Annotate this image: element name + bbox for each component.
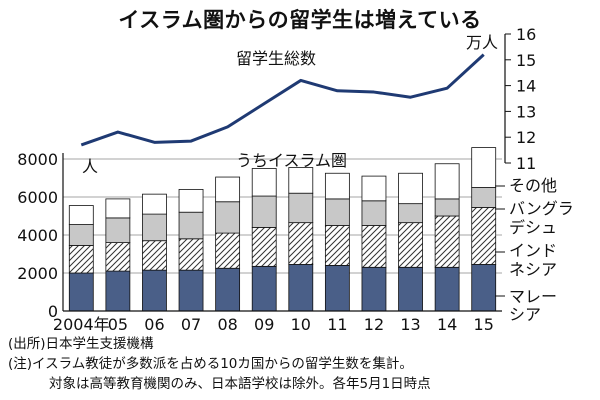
line-y-tick-label: 15: [516, 51, 536, 70]
legend-label-インドネシア: ネシア: [509, 260, 557, 279]
x-tick-label: 13: [400, 315, 420, 334]
legend-label-バングラデシュ: デシュ: [509, 218, 557, 237]
legend-label-マレーシア: シア: [509, 305, 541, 324]
note-scope: 対象は高等教育機関のみ、日本語学校は除外。各年5月1日時点: [49, 376, 431, 392]
bar-segment-その他: [142, 193, 167, 215]
bar-segment-その他: [215, 176, 241, 203]
bar-segment-その他: [361, 175, 387, 202]
bar-segment-その他: [324, 172, 350, 200]
bar-segment-インドネシア: [288, 222, 314, 265]
bar-y-tick-label: 6000: [17, 188, 58, 207]
legend-label-バングラデシュ: バングラ: [509, 199, 574, 218]
bar-segment-バングラデシュ: [324, 198, 350, 226]
line-unit-label: 万人: [466, 33, 498, 52]
bar-segment-インドネシア: [434, 215, 460, 268]
bar-segment-インドネシア: [142, 240, 167, 271]
bar-segment-バングラデシュ: [142, 213, 167, 242]
x-tick-label: 11: [327, 315, 347, 334]
line-y-tick-label: 11: [516, 154, 536, 173]
x-tick-label: 07: [181, 315, 201, 334]
bar-segment-マレーシア: [251, 265, 277, 312]
bar-segment-その他: [68, 205, 94, 225]
bar-segment-インドネシア: [68, 245, 94, 274]
bar-segment-その他: [471, 147, 497, 188]
line-y-tick-label: 12: [516, 128, 536, 147]
bar-y-tick-label: 8000: [17, 150, 58, 169]
bar-segment-その他: [398, 172, 423, 205]
bar-segment-マレーシア: [434, 266, 460, 312]
bar-segment-マレーシア: [471, 264, 497, 312]
bar-segment-その他: [251, 168, 277, 197]
bar-segment-バングラデシュ: [361, 200, 387, 226]
bar-segment-マレーシア: [324, 264, 350, 312]
x-tick-label: 09: [254, 315, 274, 334]
x-tick-label: 08: [217, 315, 237, 334]
bar-segment-バングラデシュ: [68, 224, 94, 246]
legend-label-インドネシア: インド: [509, 241, 557, 260]
bar-segment-インドネシア: [324, 225, 350, 266]
bar-segment-マレーシア: [142, 269, 167, 312]
line-series-total: [80, 53, 485, 147]
bar-series-title: うちイスラム圏: [236, 151, 347, 170]
bar-segment-バングラデシュ: [434, 198, 460, 217]
bar-segment-マレーシア: [178, 269, 204, 312]
bar-segment-インドネシア: [398, 222, 423, 268]
legend-label-その他: その他: [509, 176, 557, 195]
x-tick-label: 05: [108, 315, 128, 334]
bar-y-tick-label: 4000: [17, 226, 58, 245]
bar-segment-インドネシア: [361, 225, 387, 268]
bar-segment-マレーシア: [105, 270, 131, 312]
bar-segment-その他: [105, 198, 131, 219]
bar-segment-インドネシア: [178, 238, 204, 271]
x-tick-label: 15: [474, 315, 494, 334]
bar-segment-バングラデシュ: [105, 217, 131, 243]
bar-segment-その他: [288, 167, 314, 194]
bar-segment-その他: [178, 188, 204, 213]
legend-label-マレーシア: マレー: [509, 287, 557, 306]
bar-unit-label: 人: [82, 157, 98, 176]
bar-segment-マレーシア: [68, 272, 94, 312]
note-method: (注)イスラム教徒が多数派を占める10カ国からの留学生数を集計。: [8, 356, 413, 372]
bar-segment-マレーシア: [398, 266, 423, 312]
bar-segment-インドネシア: [251, 226, 277, 267]
bar-segment-バングラデシュ: [398, 203, 423, 224]
bar-segment-インドネシア: [215, 232, 241, 269]
x-tick-label: 10: [291, 315, 311, 334]
bar-segment-マレーシア: [215, 267, 241, 312]
line-y-tick-label: 16: [516, 25, 536, 44]
chart-title: イスラム圏からの留学生は増えている: [118, 8, 482, 32]
line-y-tick-label: 14: [516, 77, 536, 96]
x-tick-label: 2004年: [53, 315, 110, 334]
bar-segment-その他: [434, 163, 460, 200]
bar-segment-インドネシア: [471, 207, 497, 265]
bar-segment-バングラデシュ: [471, 187, 497, 208]
line-series-title: 留学生総数: [236, 49, 316, 68]
bar-y-tick-label: 0: [48, 302, 58, 321]
bar-segment-マレーシア: [288, 264, 314, 312]
bar-segment-バングラデシュ: [288, 192, 314, 224]
bar-segment-バングラデシュ: [215, 201, 241, 234]
bar-segment-インドネシア: [105, 242, 131, 272]
x-tick-label: 14: [437, 315, 457, 334]
x-tick-label: 12: [364, 315, 384, 334]
bar-segment-バングラデシュ: [251, 195, 277, 228]
note-source: (出所)日本学生支援機構: [8, 336, 154, 352]
bar-y-tick-label: 2000: [17, 264, 58, 283]
x-tick-label: 06: [144, 315, 164, 334]
bar-segment-マレーシア: [361, 266, 387, 312]
line-y-tick-label: 13: [516, 102, 536, 121]
bar-segment-バングラデシュ: [178, 211, 204, 240]
